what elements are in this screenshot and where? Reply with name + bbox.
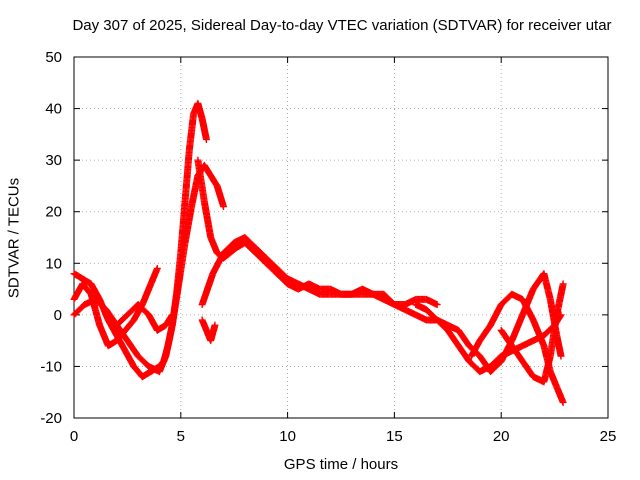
series-track-D — [113, 301, 176, 334]
chart-title: Day 307 of 2025, Sidereal Day-to-day VTE… — [72, 17, 612, 34]
series-track-B — [70, 161, 228, 376]
y-tick-label: 10 — [45, 255, 62, 272]
y-axis-label: SDTVAR / TECUs — [5, 177, 23, 299]
series-trace-markers — [199, 234, 564, 375]
series-trace-markers — [114, 301, 176, 334]
data-layer — [70, 99, 567, 407]
x-tick-label: 15 — [386, 428, 403, 445]
plot-border — [73, 56, 609, 419]
tick-layer: 0 5 10 15 20 25 -20 -10 0 10 20 30 40 50 — [40, 49, 616, 445]
grid-layer — [74, 57, 608, 418]
y-tick-label: 40 — [45, 101, 62, 118]
y-tick-label: 20 — [45, 204, 62, 221]
x-tick-label: 20 — [493, 428, 510, 445]
x-tick-label: 5 — [177, 428, 185, 445]
series-track-J — [198, 316, 219, 345]
y-tick-label: 0 — [54, 307, 62, 324]
x-tick-label: 25 — [600, 428, 617, 445]
y-tick-label: 30 — [45, 152, 62, 169]
x-tick-label: 10 — [279, 428, 296, 445]
x-axis-label: GPS time / hours — [283, 456, 399, 473]
series-track-E — [194, 156, 441, 309]
series-track-I — [497, 280, 567, 386]
y-tick-label: -10 — [40, 358, 62, 375]
series-trace-markers — [194, 158, 440, 309]
series-trace-markers — [199, 317, 219, 343]
series-track-C — [70, 264, 161, 350]
series-track-F — [198, 234, 565, 376]
x-tick-label: 0 — [70, 428, 78, 445]
series-trace-markers — [71, 162, 227, 375]
y-tick-label: -20 — [40, 410, 62, 427]
y-tick-label: 50 — [45, 49, 62, 66]
plot-frame — [73, 56, 609, 419]
series-trace-markers — [498, 281, 567, 385]
